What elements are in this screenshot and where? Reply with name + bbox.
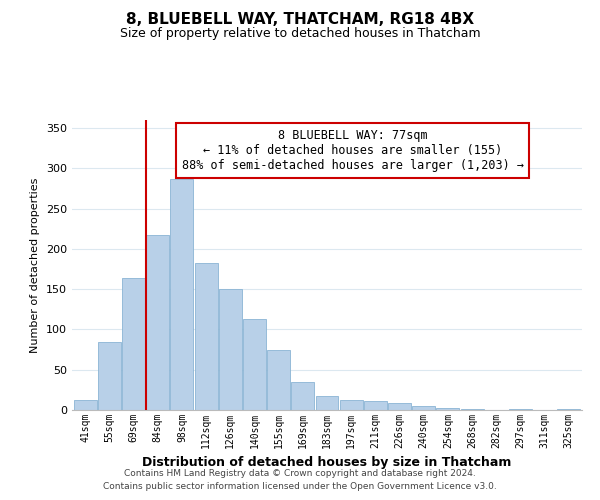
Text: Size of property relative to detached houses in Thatcham: Size of property relative to detached ho…: [119, 28, 481, 40]
Bar: [146, 235, 169, 410]
Bar: [340, 400, 362, 410]
Bar: [388, 403, 411, 410]
Text: Contains public sector information licensed under the Open Government Licence v3: Contains public sector information licen…: [103, 482, 497, 491]
Bar: [292, 382, 314, 410]
Y-axis label: Number of detached properties: Number of detached properties: [31, 178, 40, 352]
Bar: [98, 342, 121, 410]
Bar: [122, 278, 145, 410]
Bar: [364, 401, 387, 410]
Bar: [461, 409, 484, 410]
Bar: [243, 319, 266, 410]
Bar: [436, 408, 460, 410]
Text: Contains HM Land Registry data © Crown copyright and database right 2024.: Contains HM Land Registry data © Crown c…: [124, 468, 476, 477]
Bar: [557, 409, 580, 410]
X-axis label: Distribution of detached houses by size in Thatcham: Distribution of detached houses by size …: [142, 456, 512, 469]
Bar: [194, 264, 218, 410]
Text: 8, BLUEBELL WAY, THATCHAM, RG18 4BX: 8, BLUEBELL WAY, THATCHAM, RG18 4BX: [126, 12, 474, 28]
Bar: [412, 406, 435, 410]
Bar: [170, 179, 193, 410]
Bar: [509, 409, 532, 410]
Bar: [74, 400, 97, 410]
Bar: [316, 396, 338, 410]
Bar: [219, 289, 242, 410]
Bar: [267, 350, 290, 410]
Text: 8 BLUEBELL WAY: 77sqm
← 11% of detached houses are smaller (155)
88% of semi-det: 8 BLUEBELL WAY: 77sqm ← 11% of detached …: [182, 128, 523, 172]
